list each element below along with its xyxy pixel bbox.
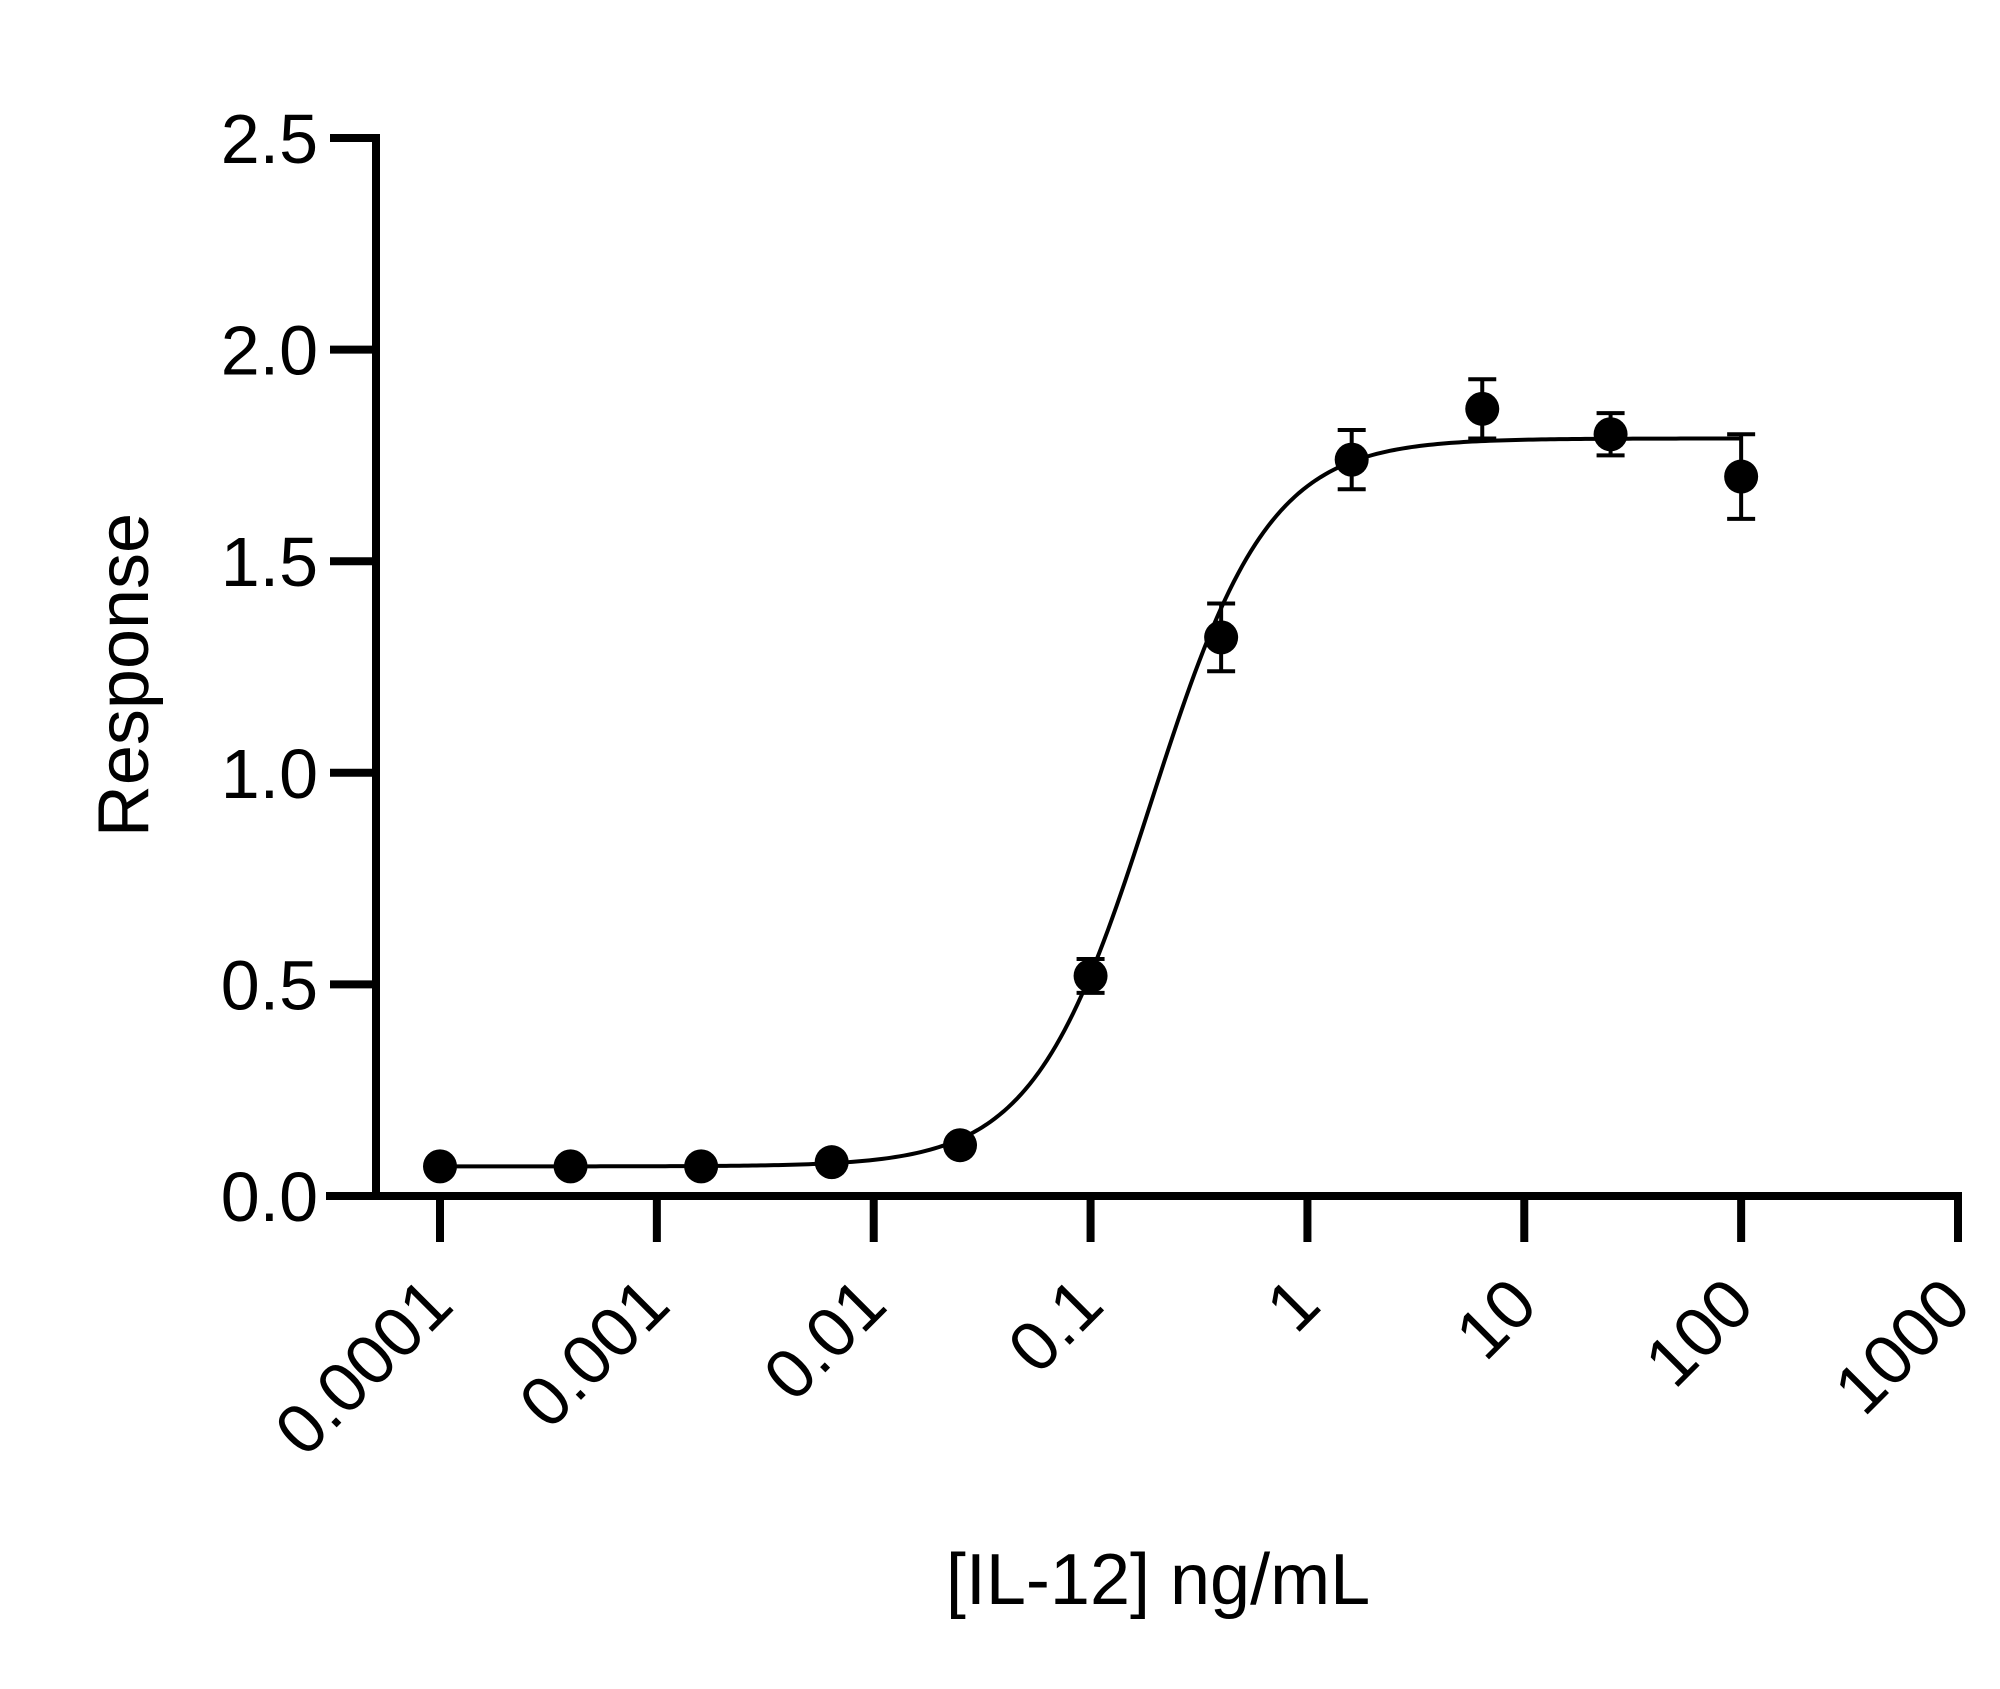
data-point-group: [1073, 957, 1108, 995]
y-tick-label: 1.5: [221, 523, 318, 601]
x-tick-label: 100: [1630, 1263, 1768, 1401]
axes: 0.0 0.5 1.0 1.5 2.0 2.5 0.0001 0.001 0.01 0.1 1 10 1…: [221, 100, 1985, 1470]
data-point: [1465, 391, 1500, 426]
y-axis-title: Response: [84, 513, 164, 837]
data-point: [1724, 459, 1759, 494]
data-point-group: [1465, 377, 1500, 441]
x-tick-label: 0.01: [749, 1263, 900, 1414]
y-tick-label: 2.0: [221, 312, 318, 390]
data-point-group: [1334, 428, 1369, 492]
x-axis-title: [IL-12] ng/mL: [946, 1540, 1370, 1620]
x-tick-label: 1: [1251, 1263, 1334, 1346]
data-point-group: [553, 1149, 588, 1184]
data-point-group: [1593, 411, 1628, 458]
data-point-group: [814, 1145, 849, 1180]
x-tick-label: 10: [1441, 1263, 1551, 1373]
fit-curve-layer: [440, 436, 1742, 1169]
y-tick-label: 0.0: [221, 1158, 318, 1236]
x-tick-label: 1000: [1819, 1263, 1984, 1428]
data-point-group: [1724, 432, 1759, 521]
y-tick-label: 2.5: [221, 100, 318, 178]
y-tick-label: 0.5: [221, 946, 318, 1024]
data-point: [423, 1149, 457, 1184]
fit-curve: [440, 436, 1742, 1169]
x-tick-label: 0.0001: [260, 1263, 467, 1470]
x-tick-label: 0.001: [504, 1263, 683, 1442]
data-points-layer: [423, 377, 1759, 1184]
data-point-group: [1204, 601, 1239, 674]
data-point: [1204, 620, 1239, 655]
data-point: [684, 1149, 719, 1184]
data-point: [553, 1149, 588, 1184]
data-point: [1073, 958, 1108, 993]
data-point: [943, 1128, 978, 1163]
data-point-group: [423, 1149, 457, 1184]
y-tick-label: 1.0: [221, 735, 318, 813]
data-point: [1593, 417, 1628, 452]
data-point-group: [943, 1128, 978, 1163]
data-point: [1334, 442, 1369, 477]
data-point: [814, 1145, 849, 1180]
x-tick-label: 0.1: [993, 1263, 1117, 1387]
data-point-group: [684, 1149, 719, 1184]
